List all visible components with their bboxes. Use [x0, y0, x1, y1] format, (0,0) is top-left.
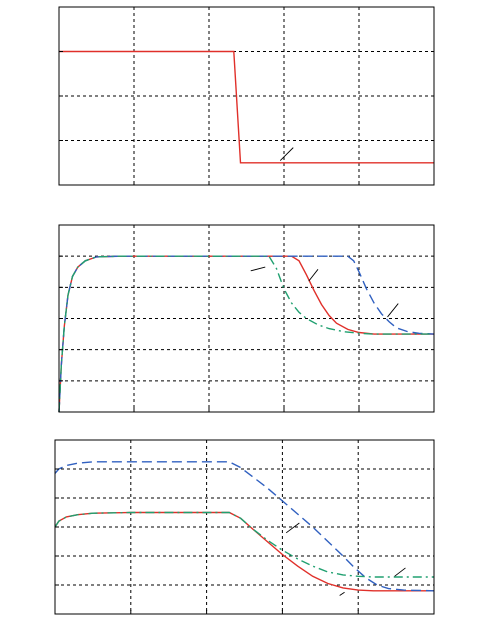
panel-3 — [54, 439, 435, 615]
annotation-leader — [285, 522, 300, 534]
series-line-3 — [54, 511, 434, 578]
annotation-leader — [387, 303, 399, 318]
annotation-leader — [339, 591, 345, 596]
annotation-leader — [250, 266, 266, 272]
annotation-leader — [279, 147, 294, 161]
series-line-3 — [58, 255, 434, 413]
annotation-leader — [308, 269, 319, 282]
series-line-1-2-3 — [59, 50, 434, 164]
plot-area — [55, 440, 434, 614]
annotation-leader — [394, 567, 406, 577]
panel-2 — [58, 224, 435, 413]
series-line-2 — [54, 461, 435, 592]
panel-1 — [58, 6, 435, 186]
